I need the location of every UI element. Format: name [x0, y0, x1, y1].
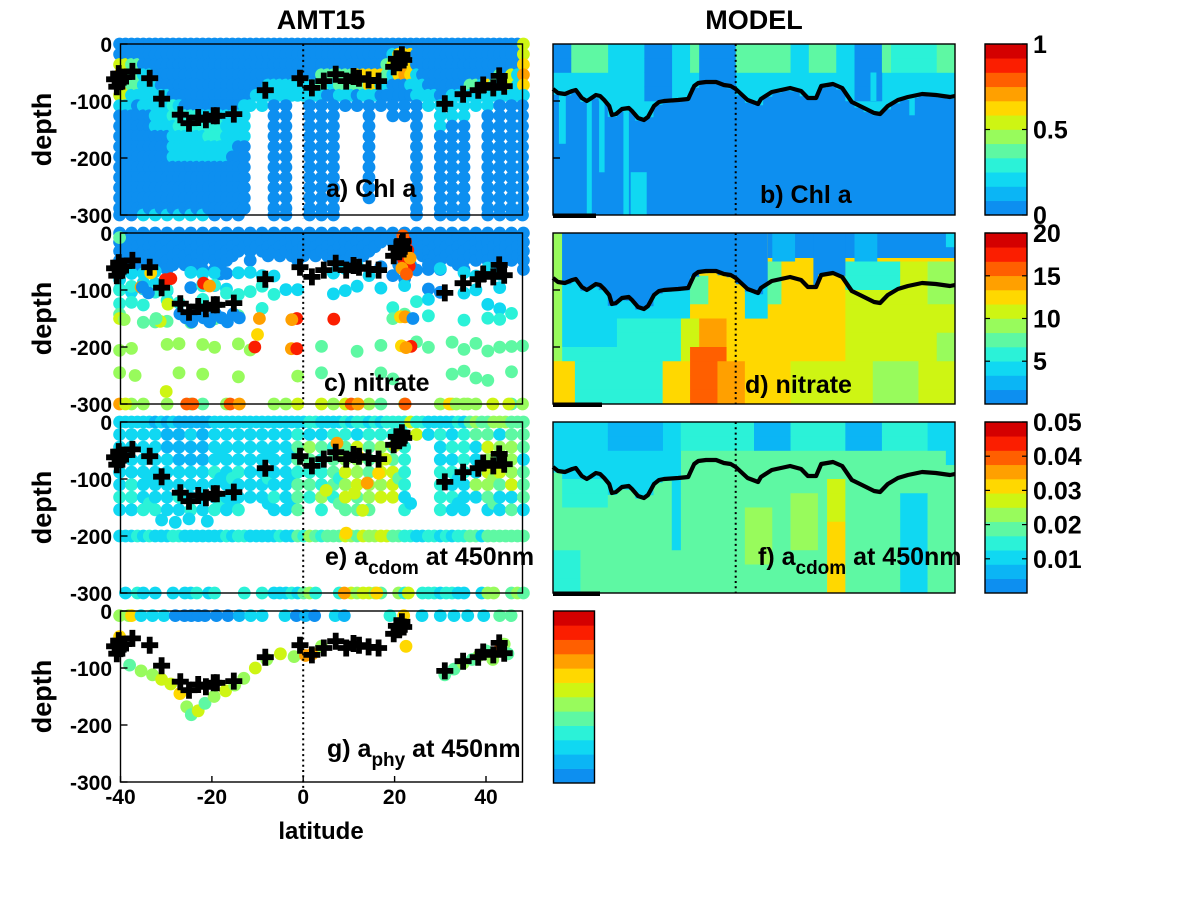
svg-text:0: 0: [100, 223, 112, 246]
svg-text:depth: depth: [27, 93, 57, 167]
svg-text:0.02: 0.02: [1033, 512, 1082, 540]
svg-text:0.04: 0.04: [1033, 443, 1082, 471]
svg-text:-300: -300: [70, 205, 112, 228]
svg-text:-100: -100: [70, 469, 112, 492]
svg-text:0.5: 0.5: [1033, 117, 1068, 145]
svg-text:0: 0: [100, 601, 112, 624]
svg-text:-200: -200: [70, 148, 112, 171]
svg-text:-20: -20: [197, 786, 227, 809]
svg-text:1: 1: [1033, 31, 1047, 59]
svg-text:0.03: 0.03: [1033, 477, 1082, 505]
svg-text:5: 5: [1033, 348, 1047, 376]
svg-text:-200: -200: [70, 526, 112, 549]
svg-text:0: 0: [1033, 202, 1047, 230]
svg-text:20: 20: [1033, 220, 1061, 248]
svg-text:d) nitrate: d) nitrate: [745, 371, 852, 399]
svg-text:-100: -100: [70, 280, 112, 303]
svg-text:depth: depth: [27, 282, 57, 356]
svg-text:c) nitrate: c) nitrate: [324, 369, 430, 397]
svg-text:-40: -40: [105, 786, 135, 809]
svg-text:-100: -100: [70, 91, 112, 114]
svg-text:-200: -200: [70, 337, 112, 360]
svg-text:latitude: latitude: [278, 818, 363, 845]
svg-text:0: 0: [100, 412, 112, 435]
svg-text:40: 40: [474, 786, 497, 809]
svg-text:AMT15: AMT15: [277, 5, 366, 35]
svg-text:20: 20: [383, 786, 406, 809]
svg-text:0: 0: [100, 34, 112, 57]
svg-text:0.05: 0.05: [1033, 409, 1082, 437]
svg-text:0: 0: [297, 786, 309, 809]
svg-text:15: 15: [1033, 263, 1061, 291]
svg-text:-300: -300: [70, 394, 112, 417]
svg-text:depth: depth: [27, 660, 57, 734]
svg-text:depth: depth: [27, 471, 57, 545]
svg-text:b) Chl a: b) Chl a: [760, 181, 853, 209]
svg-text:-100: -100: [70, 658, 112, 681]
svg-text:-200: -200: [70, 715, 112, 738]
svg-text:a) Chl a: a) Chl a: [326, 175, 417, 203]
svg-text:-300: -300: [70, 772, 112, 795]
svg-text:10: 10: [1033, 306, 1061, 334]
svg-text:0.01: 0.01: [1033, 546, 1082, 574]
svg-text:MODEL: MODEL: [705, 5, 803, 35]
svg-text:-300: -300: [70, 583, 112, 606]
